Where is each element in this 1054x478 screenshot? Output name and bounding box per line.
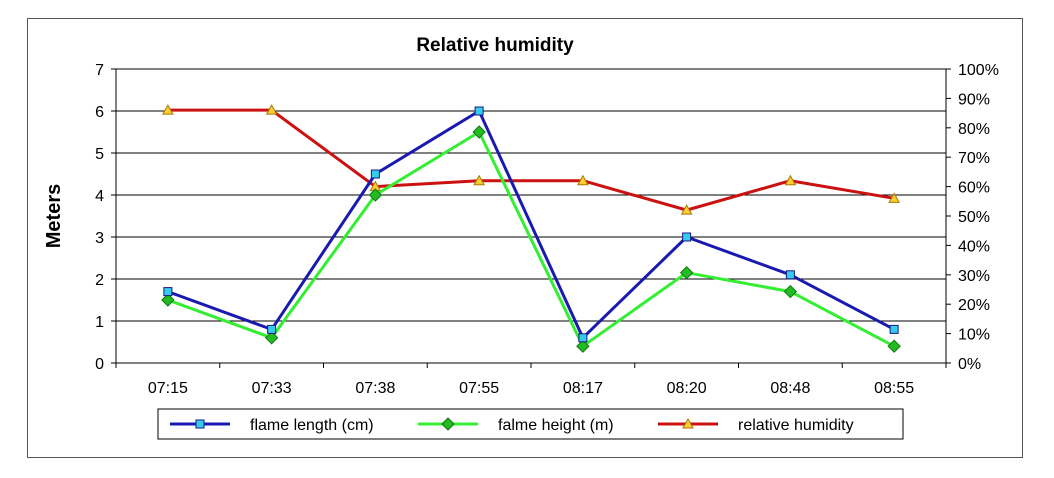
series-line (167, 109, 895, 340)
series-relative-humidity (162, 104, 900, 215)
x-tick-label: 08:55 (874, 380, 914, 397)
data-point (682, 232, 692, 242)
chart-frame: Relative humidity 0 1 2 3 4 5 6 7 0% 10% 20% 30% 40… (27, 18, 1023, 458)
series-line (167, 130, 895, 348)
left-axis: 0 1 2 3 4 5 6 7 (95, 62, 116, 373)
left-tick-label: 2 (95, 272, 104, 289)
data-point (195, 419, 205, 429)
left-tick-label: 3 (95, 230, 104, 247)
series-line (167, 108, 895, 212)
x-tick-label: 08:17 (563, 380, 603, 397)
data-point (679, 265, 694, 280)
x-tick-label: 07:33 (252, 380, 292, 397)
data-point (682, 417, 694, 429)
right-axis: 0% 10% 20% 30% 40% 50% 60% 70% 80% 90% 100% (946, 62, 999, 373)
legend-item: relative humidity (658, 417, 854, 434)
data-point (265, 104, 278, 115)
legend-item: falme height (m) (418, 417, 614, 434)
y-axis-label: Meters (43, 184, 65, 248)
data-point (577, 174, 589, 186)
right-tick-label: 60% (958, 180, 990, 197)
data-point (472, 125, 486, 139)
left-tick-label: 1 (95, 314, 104, 331)
x-axis: 07:15 07:33 07:38 07:55 08:17 08:20 08:48 08:55 (115, 363, 947, 397)
legend-label: relative humidity (738, 417, 854, 434)
right-tick-label: 100% (958, 62, 999, 79)
right-tick-label: 20% (958, 297, 990, 314)
legend-label: flame length (cm) (250, 417, 374, 434)
data-point (474, 106, 484, 116)
data-point (887, 339, 901, 353)
left-tick-label: 4 (95, 188, 104, 205)
left-tick-label: 0 (95, 356, 104, 373)
x-tick-label: 07:55 (459, 380, 499, 397)
chart-title: Relative humidity (416, 35, 574, 56)
data-point (264, 331, 279, 345)
left-tick-label: 5 (95, 146, 104, 163)
data-point (162, 104, 174, 115)
legend-box (157, 408, 904, 440)
x-tick-label: 08:48 (770, 380, 810, 397)
data-point (785, 270, 795, 280)
series-flame-length-cm- (163, 106, 899, 343)
line-chart: Relative humidity 0 1 2 3 4 5 6 7 0% 10% 20% 30% 40… (43, 35, 999, 440)
legend-label: falme height (m) (498, 417, 614, 434)
x-tick-label: 07:15 (148, 380, 188, 397)
data-point (163, 287, 173, 297)
data-point (578, 333, 588, 343)
data-point (888, 192, 900, 203)
data-point (368, 188, 383, 202)
data-point (267, 324, 277, 334)
right-tick-label: 30% (958, 268, 990, 285)
right-tick-label: 0% (958, 356, 981, 373)
data-point (576, 339, 590, 353)
left-tick-label: 7 (95, 62, 104, 79)
data-point (680, 204, 693, 215)
data-point (473, 174, 485, 186)
legend: flame length (cm) falme height (m) relativ… (157, 408, 904, 440)
data-point (784, 174, 797, 186)
data-point (161, 293, 175, 307)
right-tick-label: 90% (958, 91, 990, 108)
right-tick-label: 40% (958, 238, 990, 255)
right-tick-label: 50% (958, 209, 990, 226)
data-point (889, 324, 899, 334)
data-point (441, 417, 455, 431)
x-tick-label: 07:38 (355, 380, 395, 397)
series-group (161, 104, 901, 353)
right-tick-label: 10% (958, 327, 990, 344)
legend-item: flame length (cm) (170, 417, 374, 434)
data-point (370, 169, 380, 179)
right-tick-label: 80% (958, 121, 990, 138)
left-tick-label: 6 (95, 104, 104, 121)
series-falme-height-m- (161, 125, 901, 353)
data-point (783, 284, 798, 299)
x-tick-label: 08:20 (667, 380, 707, 397)
right-tick-label: 70% (958, 150, 990, 167)
